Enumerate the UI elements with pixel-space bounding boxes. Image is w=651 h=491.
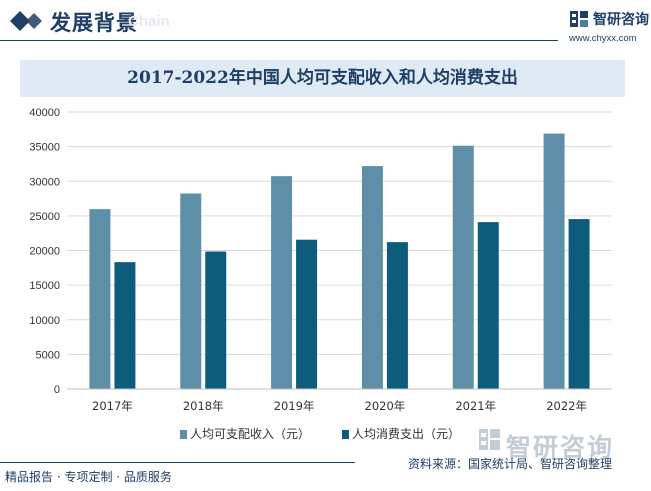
brand-name: 智研咨询 — [593, 12, 649, 28]
x-tick-label: 2020年 — [365, 399, 406, 413]
header-watermark: Chain — [128, 13, 170, 30]
chart-title-band: 2017-2022年中国人均可支配收入和人均消费支出 — [20, 60, 625, 97]
y-tick-label: 25000 — [29, 211, 60, 223]
legend-label-expense: 人均消费支出（元） — [352, 427, 461, 441]
bar-income — [180, 193, 202, 389]
y-tick-label: 35000 — [29, 142, 60, 154]
bar-expense — [296, 239, 318, 389]
chart-legend: 人均可支配收入（元） 人均消费支出（元） — [180, 425, 480, 443]
y-tick-label: 15000 — [29, 280, 60, 292]
axes: 0 5000 10000 15000 20000 25000 30000 35000 40000… — [29, 107, 612, 413]
watermark-brand-text: 智研咨询 — [506, 433, 615, 462]
brand-url: www.chyxx.com — [569, 33, 637, 44]
x-tick-label: 2017年 — [92, 399, 133, 413]
watermark-logo-icon — [479, 429, 500, 450]
y-tick-label: 20000 — [29, 246, 60, 258]
footer-tagline: 精品报告 · 专项定制 · 品质服务 — [5, 470, 172, 484]
footer-divider — [0, 462, 355, 463]
y-tick-label: 0 — [54, 384, 60, 396]
bar-expense — [205, 251, 227, 389]
bar-income — [543, 133, 565, 389]
x-tick-label: 2018年 — [183, 399, 224, 413]
y-tick-label: 5000 — [36, 349, 60, 361]
chart-title: 2017-2022年中国人均可支配收入和人均消费支出 — [127, 68, 518, 88]
bar-chart: 0 5000 10000 15000 20000 25000 30000 35000 40000… — [29, 107, 612, 413]
brand-logo-icon — [570, 11, 588, 27]
header-divider — [0, 40, 558, 41]
bar-expense — [386, 242, 408, 389]
page-title: 发展背景 — [50, 11, 138, 35]
bars — [89, 133, 590, 389]
footer-source: 资料来源：国家统计局、智研咨询整理 — [408, 457, 613, 471]
bar-income — [361, 166, 383, 389]
x-tick-label: 2019年 — [274, 399, 315, 413]
y-tick-label: 40000 — [29, 107, 60, 119]
x-tick-label: 2022年 — [546, 399, 587, 413]
bar-income — [452, 145, 474, 389]
bar-income — [271, 176, 293, 389]
x-tick-label: 2021年 — [455, 399, 496, 413]
legend-swatch-expense — [342, 430, 349, 439]
y-tick-label: 10000 — [29, 315, 60, 327]
legend-label-income: 人均可支配收入（元） — [190, 427, 311, 441]
gridlines — [67, 111, 612, 390]
diamond-icon — [10, 11, 42, 31]
bar-expense — [568, 219, 590, 389]
page-header: 发展背景 Chain 智研咨询 www.chyxx.com — [0, 0, 651, 44]
legend-swatch-income — [180, 430, 187, 439]
bar-income — [89, 209, 111, 389]
bar-expense — [114, 262, 136, 389]
bar-expense — [477, 222, 499, 389]
y-tick-label: 30000 — [29, 176, 60, 188]
